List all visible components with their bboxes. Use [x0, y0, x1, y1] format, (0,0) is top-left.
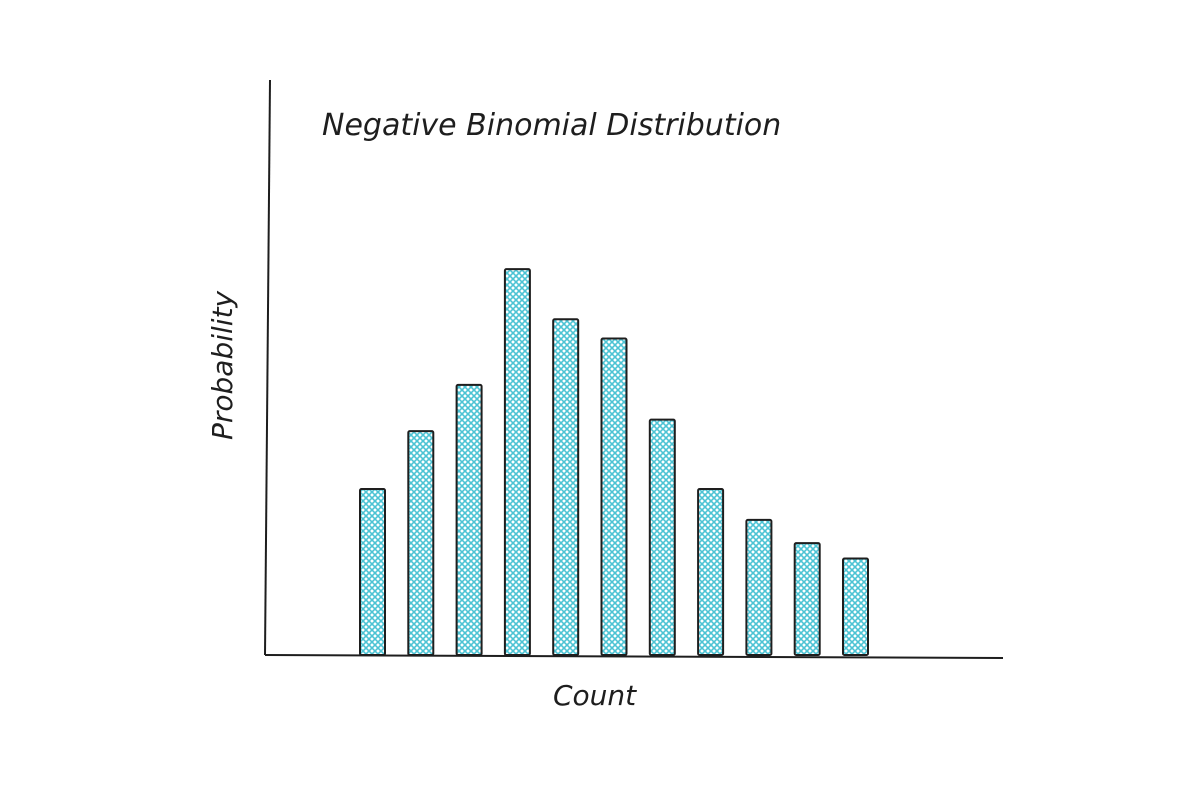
bar-2 — [407, 430, 435, 656]
y-axis-label: Probability — [206, 290, 239, 440]
bar-10 — [793, 542, 821, 656]
bar-1 — [359, 488, 386, 656]
bar-6 — [600, 337, 628, 656]
x-axis-label: Count — [553, 679, 637, 712]
bar-3 — [455, 383, 483, 656]
y-axis — [264, 79, 271, 656]
bar-5 — [552, 318, 580, 656]
bar-9 — [745, 518, 773, 656]
chart-title: Negative Binomial Distribution — [322, 108, 781, 143]
bar-8 — [697, 488, 725, 656]
bar-7 — [648, 418, 676, 656]
bar-11 — [842, 557, 869, 657]
bar-4 — [503, 268, 531, 656]
